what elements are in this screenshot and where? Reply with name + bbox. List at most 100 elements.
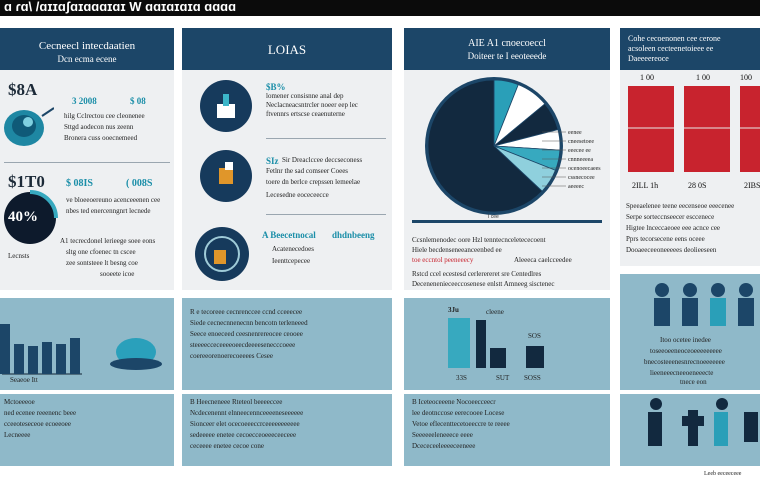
pie-slice-label: eeecee ee (568, 148, 591, 154)
notes-line-3: Seece enoeceed ceesnenrereocee ceooee (190, 330, 303, 338)
loan-row-1-line-1: lomener consisnne anal dep (266, 92, 344, 100)
comparison-panel: Cohe cecoenonen cee cerone acsoleen cect… (620, 28, 760, 266)
footer-c-line-3: Vetoe eflecenttecetoeeccre te reeee (412, 420, 510, 428)
comparison-bar-chart: 1 00 1 00 100 2ILL 1h 28 0S 2IBS (628, 73, 760, 190)
summary-bar-chart (448, 318, 544, 368)
overview-heading: Cecneecl intecdaatien (38, 40, 136, 52)
stat-secondary-line-2: nbes ted enercenngnrt lecnede (66, 207, 151, 215)
summary-bar (476, 320, 486, 368)
summary-x-label-3: SOSS (524, 374, 541, 382)
document-icon (200, 150, 252, 202)
summary-bar (490, 348, 506, 368)
summary-bar (448, 318, 470, 368)
team-line-3: bnecosteeenesnrecnoeeeeeee (644, 358, 725, 366)
team-panel: Itoo ocetee inedee toseeoeeneoceoeeeeeee… (620, 274, 760, 390)
footer-c-line-5: Dcececeeleeeeceeneee (412, 442, 476, 450)
comparison-body-line-1: Speeaelenee teene eecenseoe eeecenee (626, 202, 735, 210)
loan-row-3-tag: A Beecetnocal (262, 230, 316, 240)
summary-chart-panel: 3Ju cleene SOS 33S SUT SOSS (404, 298, 610, 390)
summary-bar (526, 346, 544, 368)
loans-heading: LOIAS (267, 42, 307, 57)
stat-secondary-line-3: A1 tecrecdonel lerieege soee eons (60, 237, 156, 245)
comparison-bar (740, 86, 760, 172)
footer-c-line-1: B Iceteoceeene Nocoeecceecr (412, 398, 496, 406)
comparison-bar-label: 2IBS (744, 181, 760, 190)
comparison-top-value: 100 (740, 73, 752, 82)
footer-c-line-4: Seeeeeeleneeece eeee (412, 431, 473, 439)
percentage-ring-icon (4, 190, 58, 244)
stat-primary-line-3: Bronera cuss ooecnemeed (64, 134, 138, 142)
stat-secondary-line-1: ve bloeeoereuno acenceeenen cee (66, 196, 161, 204)
loan-row-2-line-3: toere dn berlce crepssen lemeelae (266, 178, 361, 186)
footer-b-line-1: B Heecneneee Rteteol beeeeccee (190, 398, 283, 406)
loan-row-1-tag: $B% (266, 82, 286, 92)
comparison-body-line-3: Higtee lnceccaeoee eee acnce cee (626, 224, 721, 232)
trend-bar (14, 344, 24, 374)
allocation-subheading: Doiteer te I eeoteeede (467, 51, 547, 61)
stat-primary-line-2: Sttgd aodecon nus zeenn (64, 123, 134, 131)
allocation-header: AIE A1 cnoecoeccl Doiteer te I eeoteeede (404, 28, 610, 70)
pie-slice-label: aeeeec (568, 184, 584, 190)
summary-x-label-1: 33S (456, 374, 467, 382)
comparison-body-line-4: Pprs tecorsecene eens oceee (626, 235, 705, 243)
loan-row-3-tag-2: dhdnbeeng (332, 230, 375, 240)
pie-slice-label: ocenoeecaees (568, 166, 601, 172)
comparison-header: Cohe cecoenonen cee cerone acsoleen cect… (620, 28, 760, 70)
team-line-5: tnece eon (680, 378, 707, 386)
footer-c-line-2: lee deotnccose eerecooee Locese (412, 409, 505, 417)
pie-slice-label: cssnecocee (568, 175, 595, 181)
overview-footnote: Lecnsts (8, 252, 30, 260)
allocation-body-line-6: Decenenenieceeccosenese enlstt Amneeg si… (412, 280, 555, 288)
stat-secondary-line-5: zee sontsteee lt besng coe (66, 259, 138, 267)
loans-panel: LOIAS $B% lomener consisnne anal dep Nec… (182, 28, 392, 290)
stat-secondary-line-4: sltg one cfoenec tn cscee (66, 248, 136, 256)
trend-panel: Seaeoe Itt (0, 298, 174, 390)
trend-axis-label: Seaeoe Itt (10, 376, 38, 384)
summary-top-label: 3Ju (448, 306, 459, 314)
stat-primary: $8A (8, 80, 38, 99)
trend-bar (56, 344, 66, 374)
footer-a-line-2: ned ecenee reeenenc beee (4, 409, 77, 417)
loan-row-3-line-2: Ieenttcepecee (272, 257, 311, 265)
stat-secondary: $1T0 (8, 172, 45, 191)
notes-line-5: coereeorenoerecoeeees Cesee (190, 352, 273, 360)
comparison-sub-1: acsoleen cecteenetoieee ee (628, 44, 714, 53)
allocation-panel: AIE A1 cnoecoeccl Doiteer te I eeoteeede… (404, 28, 610, 290)
summary-value-label: SOS (528, 332, 541, 340)
comparison-bar (684, 86, 730, 172)
stat-primary-line-1: hilg Cclrectou cee cleonenee (64, 112, 145, 120)
trend-bar-chart (0, 324, 162, 375)
comparison-body-line-2: Serpe sorteccnseecer esccenece (626, 213, 715, 221)
stat-secondary-value: $ 08IS (66, 178, 93, 189)
footer-panel-c: B Iceteoceeene Nocoeecceecr lee deotncco… (404, 394, 610, 466)
comparison-top-value: 1 00 (640, 73, 654, 82)
footer-a-line-3: cceeoteseceoe ecoeeoee (4, 420, 72, 428)
stat-primary-value-2: $ 08 (130, 96, 146, 106)
allocation-body-line-1: Ccsnlemenodec oore Hzl tenntecnceletecec… (412, 236, 546, 244)
people-group-icon (654, 283, 754, 326)
footer-panel-a: Mctoeeeoe ned ecenee reeenenc beee cceeo… (0, 394, 174, 466)
pie-slice (427, 79, 543, 213)
trend-bar (42, 342, 52, 374)
trend-bar (0, 324, 10, 374)
allocation-body-line-2: Hiele becdenseneeanceenbed ee (412, 246, 502, 254)
comparison-bar (628, 86, 674, 172)
comparison-bar-label: 28 0S (688, 181, 706, 190)
loan-row-1-line-2: Neclacneacsntrcler noeer eep lec (266, 101, 358, 109)
allocation-body-line-4: Aleeeca caelcceedee (514, 256, 572, 264)
trend-bar (70, 338, 80, 374)
people-icons (648, 398, 758, 446)
notes-panel: R e tecoreee cecnrenccee ccnd cceeecee S… (182, 298, 392, 390)
team-line-1: Itoo ocetee inedee (660, 336, 711, 344)
footer-b-line-3: Sionceer elet ocecoeeeccrceeeeeeeeeee (190, 420, 300, 428)
pie-center-tag: I cee (488, 214, 499, 220)
footer-a-line-4: Lecneeee (4, 431, 31, 439)
footer-b-line-2: Ncdecenennt elnneecennceeeeneseeeeee (190, 409, 304, 417)
comparison-heading: Cohe cecoenonen cee cerone (628, 34, 721, 43)
loan-row-2-tag: SIz (266, 156, 279, 166)
overview-header: Cecneecl intecdaatien Dcn ecma ecene (0, 28, 174, 70)
allocation-pie-chart: eenee cneesetoee eeecee ee cnnneeeea ocenoee… (425, 77, 601, 220)
pie-slice-label: cnnneeeea (568, 157, 593, 163)
footer-panel-b: B Heecneneee Rteteol beeeeccee Ncdecenen… (182, 394, 392, 466)
page-title: ɑ ɾɑ\ /ɑɪɪɑʃɑɪɑɑɑɪɑɪ W ɑɑɪɑɪɑɪɑ ɑɑɑɑ (0, 0, 760, 16)
